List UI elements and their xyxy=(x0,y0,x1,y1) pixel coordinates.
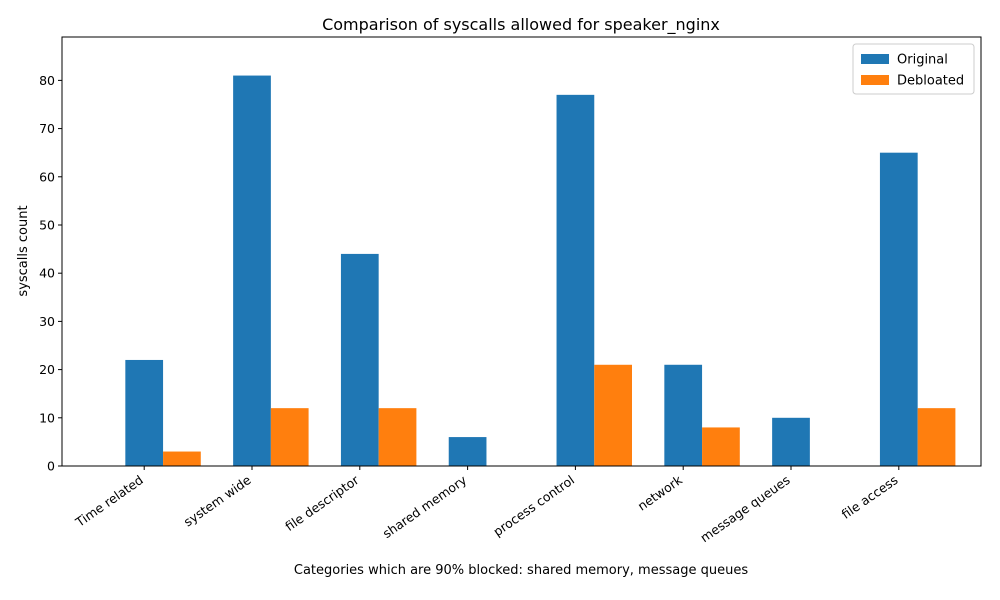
bar-original-file-descriptor xyxy=(340,253,379,466)
x-tick-label: file access xyxy=(839,472,901,522)
x-tick-label: message queues xyxy=(697,472,792,545)
x-axis-label: Categories which are 90% blocked: shared… xyxy=(294,563,748,578)
bar-original-file-access xyxy=(879,152,918,466)
y-axis-label: syscalls count xyxy=(16,205,31,296)
x-tick-label: network xyxy=(635,472,686,514)
x-tick-label: file descriptor xyxy=(282,472,362,534)
legend: Original Debloated xyxy=(852,43,975,95)
legend-label-original: Original xyxy=(897,53,948,68)
legend-swatch-original xyxy=(861,54,889,64)
y-tick-label: 20 xyxy=(39,362,55,377)
bar-original-system-wide xyxy=(233,75,271,466)
y-tick-label: 0 xyxy=(47,459,55,474)
x-axis-ticks: Time related system wide file descriptor sh… xyxy=(72,466,901,545)
bar-debloated-time-related xyxy=(163,451,201,466)
y-tick-label: 60 xyxy=(39,169,55,184)
bar-debloated-file-access xyxy=(917,408,956,466)
legend-label-debloated: Debloated xyxy=(897,74,964,89)
x-tick-label: Time related xyxy=(72,472,146,530)
legend-swatch-debloated xyxy=(861,75,889,85)
bar-debloated-process-control xyxy=(594,364,632,466)
bars-layer xyxy=(125,75,956,466)
y-axis-ticks: 0 10 20 30 40 50 60 70 80 xyxy=(39,73,62,474)
bar-original-message-queues xyxy=(772,417,810,466)
x-tick-label: process control xyxy=(490,472,577,539)
y-tick-label: 70 xyxy=(39,121,55,136)
bar-debloated-system-wide xyxy=(270,408,309,466)
x-tick-label: shared memory xyxy=(380,472,470,541)
y-tick-label: 30 xyxy=(39,314,55,329)
bar-original-time-related xyxy=(125,359,164,466)
bar-debloated-network xyxy=(702,427,740,466)
bar-original-process-control xyxy=(556,94,595,466)
y-tick-label: 40 xyxy=(39,266,55,281)
y-tick-label: 50 xyxy=(39,217,55,232)
plot-frame xyxy=(61,36,982,467)
bar-original-network xyxy=(664,364,703,466)
chart-title: Comparison of syscalls allowed for speak… xyxy=(322,15,720,35)
y-tick-label: 10 xyxy=(39,410,55,425)
bar-debloated-file-descriptor xyxy=(378,408,417,466)
x-tick-label: system wide xyxy=(181,472,254,529)
y-tick-label: 80 xyxy=(39,73,55,88)
bar-original-shared-memory xyxy=(448,437,487,466)
